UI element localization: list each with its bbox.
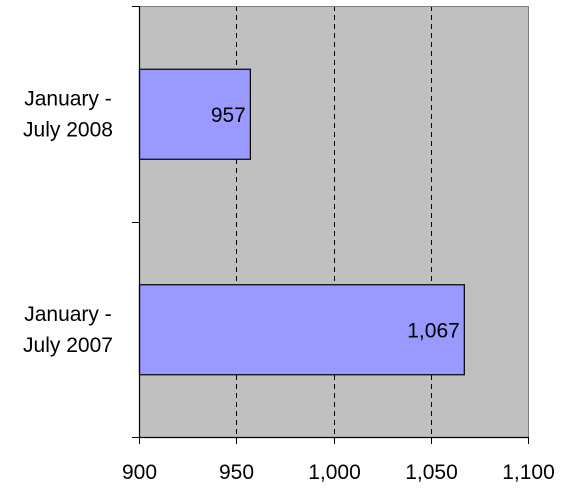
category-label-line: January - xyxy=(24,87,112,110)
x-tick-label: 1,100 xyxy=(502,461,555,484)
data-label: 957 xyxy=(211,104,246,127)
x-tick-label: 1,000 xyxy=(308,461,361,484)
category-label-line: July 2007 xyxy=(23,334,113,357)
x-tick-label: 1,050 xyxy=(405,461,458,484)
category-label-line: January - xyxy=(24,303,112,326)
bar xyxy=(138,68,251,160)
data-label: 1,067 xyxy=(407,319,460,342)
category-label: January - July 2008 xyxy=(23,87,113,141)
x-tick-label: 900 xyxy=(122,461,157,484)
category-label: January - July 2007 xyxy=(23,303,113,357)
category-label-line: July 2008 xyxy=(23,118,113,141)
x-tick-label: 950 xyxy=(219,461,254,484)
